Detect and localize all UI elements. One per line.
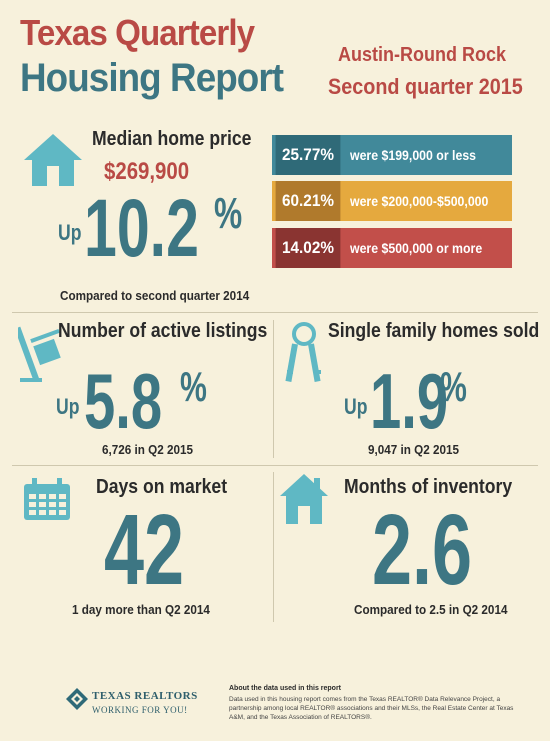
inventory-detail-text: Compared to 2.5 in Q2 2014: [354, 602, 508, 617]
listings-change-value: 5.8: [84, 357, 163, 445]
median-up-label: Up: [58, 220, 82, 245]
price-band-bar: 14.02% were $500,000 or more: [272, 228, 512, 268]
median-compare-text: Compared to second quarter 2014: [60, 288, 250, 303]
price-band-text: were $200,000-$500,000: [350, 193, 489, 209]
median-price-label: Median home price: [92, 128, 252, 150]
texas-realtors-logo-icon: [66, 688, 88, 710]
months-inventory-label: Months of inventory: [344, 476, 513, 498]
region-name: Austin-Round Rock: [338, 44, 506, 66]
column-divider: [273, 320, 274, 458]
logo-text: TEXAS REALTORS: [92, 690, 198, 702]
sold-pct-sign: %: [440, 363, 467, 410]
months-inventory-value: 2.6: [372, 494, 473, 606]
price-band-text: were $199,000 or less: [350, 147, 477, 163]
listings-pct-sign: %: [180, 363, 207, 410]
report-title-line1: Texas Quarterly: [20, 12, 255, 53]
listings-up-label: Up: [56, 394, 80, 419]
price-band-percent: 14.02%: [275, 228, 341, 268]
column-divider: [273, 472, 274, 622]
section-divider: [12, 312, 538, 313]
active-listings-label: Number of active listings: [58, 320, 268, 342]
report-period: Second quarter 2015: [328, 74, 523, 99]
price-band-percent: 25.77%: [275, 135, 341, 175]
sold-change-value: 1.9: [370, 357, 449, 445]
days-on-market-label: Days on market: [96, 476, 228, 498]
keys-icon: [285, 322, 321, 382]
homes-sold-label: Single family homes sold: [328, 320, 540, 342]
logo-tagline: WORKING FOR YOU!: [92, 705, 188, 715]
section-divider: [12, 465, 538, 466]
days-on-market-value: 42: [104, 494, 185, 606]
price-band-text: were $500,000 or more: [350, 240, 483, 256]
sold-up-label: Up: [344, 394, 368, 419]
price-band-bar: 25.77% were $199,000 or less: [272, 135, 512, 175]
listings-detail-text: 6,726 in Q2 2015: [102, 442, 194, 457]
days-detail-text: 1 day more than Q2 2014: [72, 602, 210, 617]
about-data-body: Data used in this housing report comes f…: [229, 696, 514, 721]
calendar-icon: [24, 478, 70, 520]
price-band-percent: 60.21%: [275, 181, 341, 221]
sold-detail-text: 9,047 in Q2 2015: [368, 442, 460, 457]
median-change-value: 10.2: [84, 183, 199, 274]
median-pct-sign: %: [214, 189, 243, 238]
house-icon: [24, 134, 82, 186]
median-price-value: $269,900: [104, 158, 190, 185]
price-band-bar: 60.21% were $200,000-$500,000: [272, 181, 512, 221]
for-sale-sign-icon: [18, 326, 61, 382]
about-data-title: About the data used in this report: [229, 685, 342, 692]
house-inventory-icon: [280, 474, 328, 524]
report-title-line2: Housing Report: [20, 56, 284, 100]
